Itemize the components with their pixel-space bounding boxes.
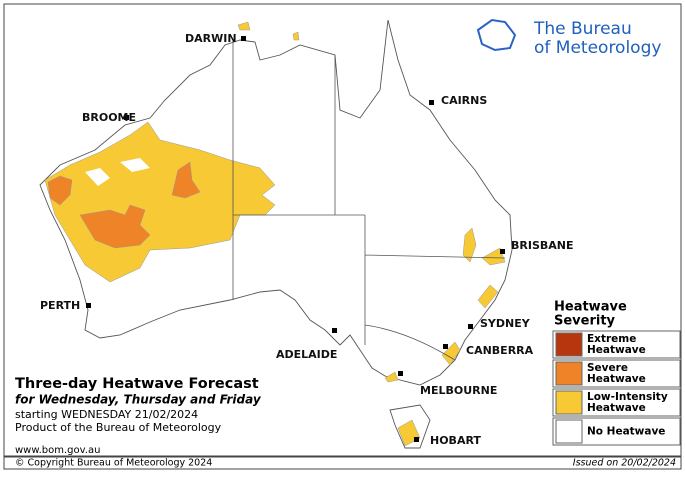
city-marker — [241, 36, 246, 41]
state-borders — [232, 40, 506, 361]
city-label: SYDNEY — [480, 317, 531, 330]
city-marker — [468, 324, 473, 329]
city-labels: DARWIN BROOME CAIRNS PERTH ADELAIDE BRIS… — [40, 32, 574, 447]
city-marker — [414, 437, 419, 442]
city-marker — [332, 328, 337, 333]
legend-title: Severity — [554, 314, 616, 329]
title: Three-day Heatwave Forecast — [15, 376, 259, 392]
severe-area — [171, 161, 201, 199]
city-label: BRISBANE — [511, 239, 574, 252]
starting: starting WEDNESDAY 21/02/2024 — [15, 408, 198, 421]
footer-bar — [3, 456, 682, 470]
legend-label: No Heatwave — [587, 426, 665, 438]
city-marker — [124, 115, 129, 120]
city-marker — [500, 249, 505, 254]
city-label: BROOME — [82, 111, 136, 124]
legend-label: Low-Intensity — [587, 391, 668, 403]
legend-title: Heatwave — [554, 300, 627, 315]
legend-label: Extreme — [587, 333, 636, 345]
product: Product of the Bureau of Meteorology — [15, 421, 222, 434]
severe-area — [79, 204, 151, 249]
legend-swatch — [555, 390, 583, 415]
city-label: DARWIN — [185, 32, 237, 45]
city-marker — [429, 100, 434, 105]
legend-label: Severe — [587, 362, 628, 374]
subtitle: for Wednesday, Thursday and Friday — [15, 393, 262, 407]
low-intensity-area — [237, 21, 506, 447]
website: www.bom.gov.au — [15, 445, 100, 456]
city-marker — [443, 344, 448, 349]
severe-area — [47, 175, 73, 206]
legend-label: Heatwave — [587, 402, 646, 414]
city-marker — [398, 371, 403, 376]
legend-label: Heatwave — [587, 373, 646, 385]
copyright: © Copyright Bureau of Meteorology 2024 — [15, 458, 212, 469]
issued: Issued on 20/02/2024 — [573, 458, 676, 469]
legend-label: Heatwave — [587, 344, 646, 356]
city-marker — [86, 303, 91, 308]
legend-swatch — [555, 361, 583, 386]
city-label: CAIRNS — [441, 94, 487, 107]
city-label: MELBOURNE — [420, 384, 497, 397]
legend-swatch — [555, 332, 583, 357]
legend-swatch — [555, 419, 583, 444]
city-label: ADELAIDE — [276, 348, 337, 361]
logo-text: of Meteorology — [534, 38, 661, 58]
city-label: HOBART — [430, 434, 481, 447]
logo-text: The Bureau — [533, 19, 632, 39]
no-heatwave-hole — [85, 158, 150, 186]
legend: Heatwave Severity ExtremeHeatwaveSevereH… — [552, 300, 681, 446]
logo-icon — [476, 18, 517, 52]
city-label: CANBERRA — [466, 344, 534, 357]
logo: The Bureau of Meteorology — [476, 18, 661, 58]
city-label: PERTH — [40, 299, 80, 312]
